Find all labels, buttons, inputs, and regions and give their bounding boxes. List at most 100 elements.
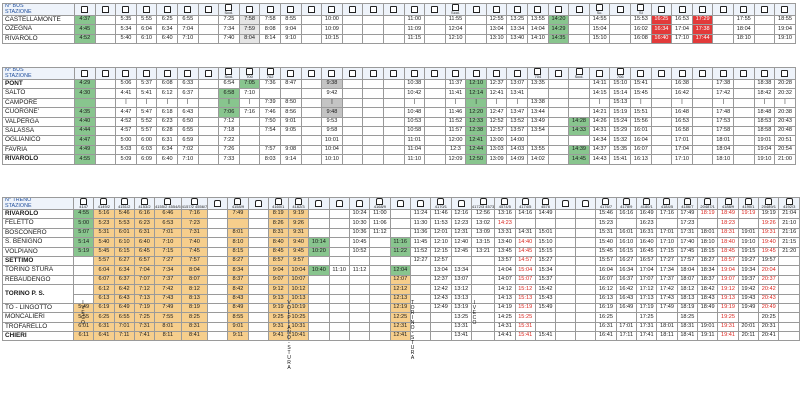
time-cell: 6:45: [133, 246, 156, 257]
train-icon: [501, 198, 509, 205]
time-cell: [94, 144, 117, 156]
header-cell: [382, 3, 405, 16]
time-cell: 12:52: [485, 116, 508, 127]
time-cell: 15:15: [534, 246, 557, 257]
bus-icon: [225, 4, 233, 11]
time-cell: 14:35: [547, 33, 570, 45]
time-cell: 16:57: [635, 255, 658, 267]
time-cell: [575, 246, 597, 257]
time-cell: [691, 116, 714, 127]
time-cell: 10:52: [348, 246, 371, 257]
time-cell: 15:57: [595, 255, 617, 267]
header-cell: [348, 197, 371, 210]
time-cell: 6:15: [113, 246, 135, 257]
time-cell: 11:15: [403, 33, 426, 45]
time-cell: 12:3: [444, 144, 467, 156]
time-cell: [197, 107, 220, 118]
time-cell: 15:27: [534, 255, 557, 267]
time-cell: |: [403, 97, 426, 109]
time-cell: 18:55: [774, 14, 796, 26]
time-cell: 11:04: [403, 144, 426, 156]
time-cell: |: [156, 97, 178, 109]
time-cell: 11:10: [328, 265, 350, 276]
time-cell: 10:14: [308, 237, 330, 248]
time-cell: [300, 125, 323, 137]
time-cell: 15:24: [609, 116, 632, 127]
bus-icon: [596, 4, 604, 11]
time-cell: [369, 246, 391, 257]
time-cell: 7:16: [238, 107, 261, 118]
time-cell: 5:34: [115, 24, 137, 35]
time-cell: 15:45: [595, 246, 617, 257]
time-cell: 15:40: [595, 237, 617, 248]
time-cell: [247, 218, 269, 229]
header-cell: [753, 67, 776, 80]
header-cell: [115, 67, 137, 80]
time-cell: |: [588, 97, 611, 109]
time-cell: [382, 78, 405, 90]
time-cell: [547, 125, 570, 137]
time-cell: [362, 107, 384, 118]
time-cell: 8:08: [259, 24, 281, 35]
bus-icon: [204, 70, 212, 77]
station-name: S. BENIGNO: [1, 237, 75, 248]
time-cell: 7:27: [154, 255, 182, 267]
time-cell: 6:31: [133, 227, 156, 239]
time-cell: 7:40: [218, 33, 240, 45]
time-cell: [259, 135, 281, 146]
time-cell: 6:55: [113, 312, 135, 323]
time-cell: [547, 88, 570, 99]
header-cell: 4186/7: [676, 197, 698, 210]
time-cell: 9:40: [287, 237, 310, 248]
time-cell: 6:01: [113, 227, 135, 239]
time-cell: 7:23: [180, 218, 209, 229]
time-cell: 13:41: [506, 88, 529, 99]
time-cell: [348, 293, 371, 304]
time-cell: [197, 78, 220, 90]
header-cell: [485, 67, 508, 80]
header-cell: [403, 3, 426, 16]
header-cell: 4172/3 4573: [470, 197, 496, 210]
time-cell: 20:37: [758, 274, 780, 286]
time-cell: 9:14: [279, 154, 302, 165]
time-cell: [778, 265, 800, 276]
header-cell: [300, 3, 323, 16]
time-cell: [514, 218, 536, 229]
bus-icon: [349, 6, 357, 13]
time-cell: [362, 144, 384, 156]
time-cell: [712, 14, 734, 26]
time-cell: |: [774, 97, 796, 109]
train-icon: [190, 198, 198, 205]
service-number: 4160/1: [272, 204, 285, 209]
header-cell: [547, 3, 570, 16]
time-cell: 14:07: [494, 274, 516, 286]
time-cell: 18:04: [712, 144, 734, 156]
stop-row: VOLPIANO 5:19 5:45 6:15 6:45 7:15 7:45 8:15 8:45…: [1, 246, 800, 257]
time-cell: 19:07: [717, 274, 739, 286]
time-cell: 11:10: [403, 154, 426, 165]
header-cell: Scol.: [444, 3, 467, 16]
time-cell: 6:16: [133, 208, 156, 220]
bus-icon: [657, 70, 665, 77]
time-cell: [341, 154, 364, 165]
time-cell: 6:46: [154, 208, 182, 220]
bus-icon: [637, 70, 645, 77]
time-cell: 21:00: [774, 154, 796, 165]
time-cell: [348, 302, 371, 314]
station-name: VALPERGA: [2, 116, 75, 127]
time-cell: [279, 88, 302, 99]
time-cell: 6:10: [135, 33, 158, 45]
service-number: 4178/9: [620, 204, 633, 209]
station-name: SETTIMO: [1, 255, 75, 267]
header-cell: [94, 67, 117, 80]
header-cell: 4574/5: [494, 197, 516, 210]
time-cell: 9:12: [267, 284, 289, 295]
time-cell: [733, 78, 755, 90]
time-cell: 7:33: [218, 154, 240, 165]
time-cell: 18:27: [696, 255, 719, 267]
time-cell: |: [485, 97, 508, 109]
time-cell: [362, 88, 384, 99]
header-cell: [94, 3, 117, 16]
time-cell: 15:01: [534, 227, 557, 239]
time-cell: [247, 227, 269, 239]
